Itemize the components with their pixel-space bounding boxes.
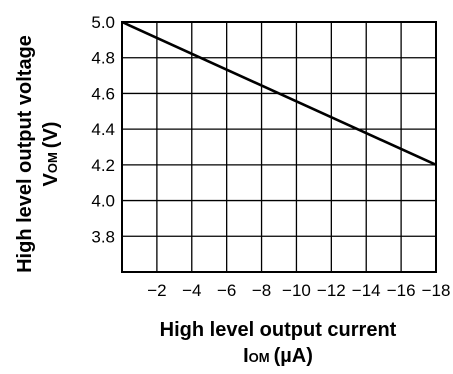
x-axis-unit-text: (µA) (274, 345, 313, 367)
x-axis-title: High level output current (160, 319, 397, 341)
plot-frame (121, 21, 437, 273)
x-tick-label: −12 (317, 281, 346, 300)
x-axis-title-group: High level output current IOM (µA) (160, 319, 397, 367)
y-tick-labels: 3.8 4.0 4.2 4.4 4.6 4.8 5.0 (91, 13, 115, 246)
x-tick-label: −18 (422, 281, 451, 300)
y-axis-unit: VOM (V) (40, 122, 62, 187)
y-tick-label: 5.0 (91, 13, 115, 32)
x-tick-label: −4 (182, 281, 201, 300)
y-axis-unit-text: (V) (40, 122, 62, 149)
y-tick-label: 4.2 (91, 156, 115, 175)
x-axis-unit-subscript: OM (249, 350, 270, 365)
y-axis-unit-subscript: OM (45, 152, 60, 173)
x-axis-unit-symbol: I (243, 345, 249, 367)
x-tick-label: −6 (217, 281, 236, 300)
x-axis-unit: IOM (µA) (243, 345, 313, 367)
chart-series (121, 20, 437, 167)
y-tick-label: 4.8 (91, 49, 115, 68)
y-axis-unit-symbol: V (40, 172, 62, 186)
x-tick-label: −16 (387, 281, 416, 300)
x-tick-label: −2 (147, 281, 166, 300)
y-tick-label: 4.0 (91, 192, 115, 211)
x-tick-labels: −2 −4 −6 −8 −10 −12 −14 −16 −18 (147, 281, 450, 300)
y-tick-label: 4.4 (91, 120, 115, 139)
x-tick-label: −10 (282, 281, 311, 300)
y-tick-label: 3.8 (91, 227, 115, 246)
y-tick-label: 4.6 (91, 84, 115, 103)
x-tick-label: −8 (252, 281, 271, 300)
series-line (121, 20, 437, 167)
chart-grid (121, 21, 437, 273)
y-axis-title: High level output voltage (14, 35, 36, 273)
y-axis-title-group: High level output voltage VOM (V) (14, 35, 62, 273)
x-tick-label: −14 (352, 281, 381, 300)
